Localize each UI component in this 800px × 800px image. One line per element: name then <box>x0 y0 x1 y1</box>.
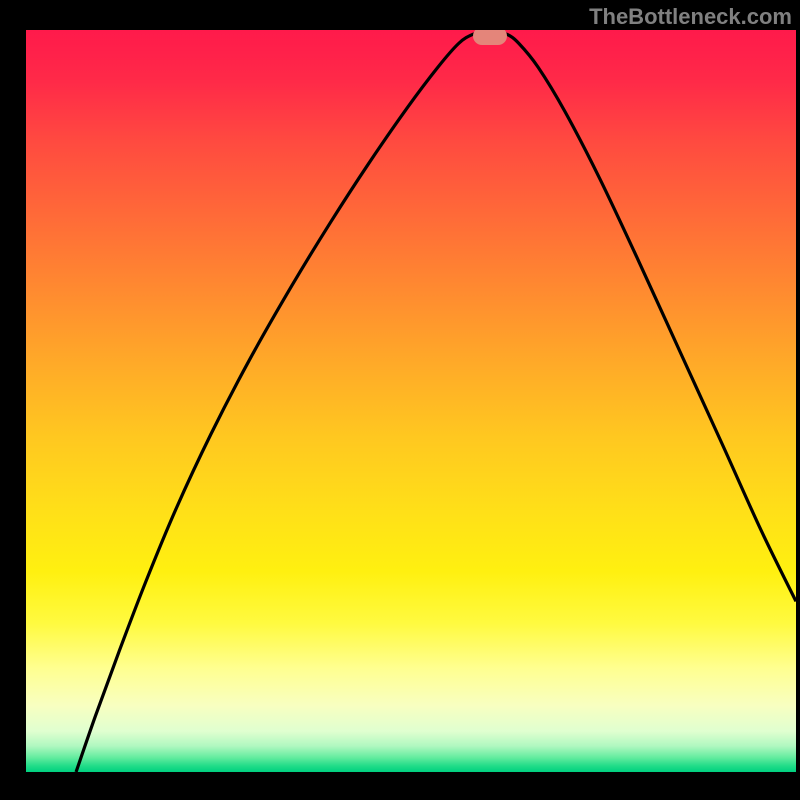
watermark-text: TheBottleneck.com <box>589 4 792 30</box>
plot-area <box>26 30 796 772</box>
curve-path <box>76 32 796 772</box>
chart-frame: TheBottleneck.com <box>0 0 800 800</box>
optimal-marker <box>473 30 507 45</box>
bottleneck-curve <box>26 30 796 772</box>
